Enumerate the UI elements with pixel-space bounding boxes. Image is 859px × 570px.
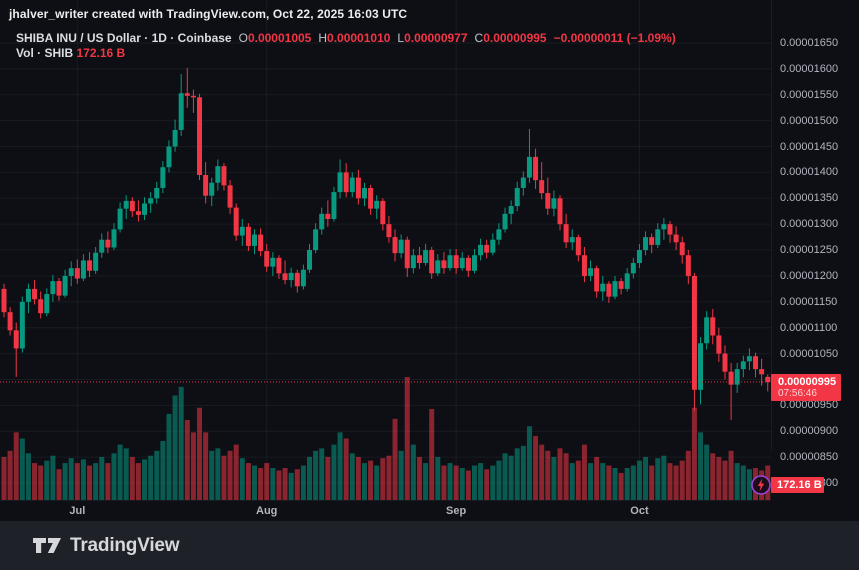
price-tick: 0.00001650 — [780, 37, 839, 49]
tradingview-logo-text: TradingView — [70, 534, 180, 556]
current-price-label: 0.00000995 07:56:46 — [771, 374, 841, 401]
price-tick: 0.00001450 — [780, 140, 839, 153]
volume-header: Vol · SHIB 172.16 B — [16, 46, 125, 60]
price-tick: 0.00001100 — [780, 321, 838, 334]
month-label: Jul — [69, 505, 86, 517]
grid-lines — [0, 0, 771, 500]
close-value: 0.00000995 — [483, 31, 547, 45]
open-letter: O — [238, 31, 248, 45]
current-price-value: 0.00000995 — [778, 376, 837, 388]
symbol-header: SHIBA INU / US Dollar · 1D · Coinbase O0.… — [16, 31, 676, 45]
price-tick: 0.00001500 — [780, 114, 839, 127]
high-letter: H — [318, 31, 328, 45]
month-label: Aug — [256, 505, 278, 517]
realtime-lightning-icon[interactable] — [750, 474, 772, 496]
volume-bars — [1, 377, 771, 500]
volume-axis-label: 172.16 B — [771, 477, 824, 493]
open-value: 0.00001005 — [247, 31, 312, 45]
volume-header-label[interactable]: Vol · SHIB — [16, 46, 74, 60]
month-label: Sep — [446, 505, 467, 517]
chart-region: jhalver_writer created with TradingView.… — [0, 0, 841, 522]
price-chart-canvas[interactable] — [0, 0, 771, 502]
price-tick: 0.00001150 — [780, 295, 838, 308]
low-value: 0.00000977 — [404, 31, 468, 45]
close-letter: C — [474, 31, 484, 45]
low-letter: L — [397, 31, 405, 45]
change-value: −0.00000011 (−1.09%) — [553, 31, 676, 45]
price-tick: 0.00001300 — [780, 218, 839, 231]
price-tick: 0.00001350 — [780, 192, 839, 205]
price-tick: 0.00001550 — [780, 88, 839, 101]
price-tick: 0.00001200 — [780, 269, 839, 282]
bar-countdown: 07:56:46 — [778, 388, 817, 399]
price-tick: 0.00001250 — [780, 244, 839, 257]
price-tick: 0.00000950 — [780, 399, 839, 412]
month-label: Oct — [630, 505, 649, 517]
tradingview-logo[interactable]: TradingView — [33, 534, 180, 557]
footer-bar: TradingView — [0, 521, 859, 570]
candlesticks — [1, 67, 771, 420]
attribution-text: jhalver_writer created with TradingView.… — [9, 7, 408, 21]
price-tick: 0.00000850 — [780, 451, 839, 464]
volume-header-value: 172.16 B — [76, 46, 126, 60]
symbol-title[interactable]: SHIBA INU / US Dollar · 1D · Coinbase — [16, 31, 232, 45]
price-tick: 0.00000900 — [780, 425, 839, 438]
time-scale[interactable]: Jul Aug Sep Oct — [0, 500, 771, 522]
price-tick: 0.00001050 — [780, 347, 839, 360]
price-tick: 0.00001400 — [780, 166, 839, 179]
tradingview-logo-icon — [33, 538, 61, 553]
price-tick: 0.00001600 — [780, 62, 839, 75]
high-value: 0.00001010 — [327, 31, 391, 45]
